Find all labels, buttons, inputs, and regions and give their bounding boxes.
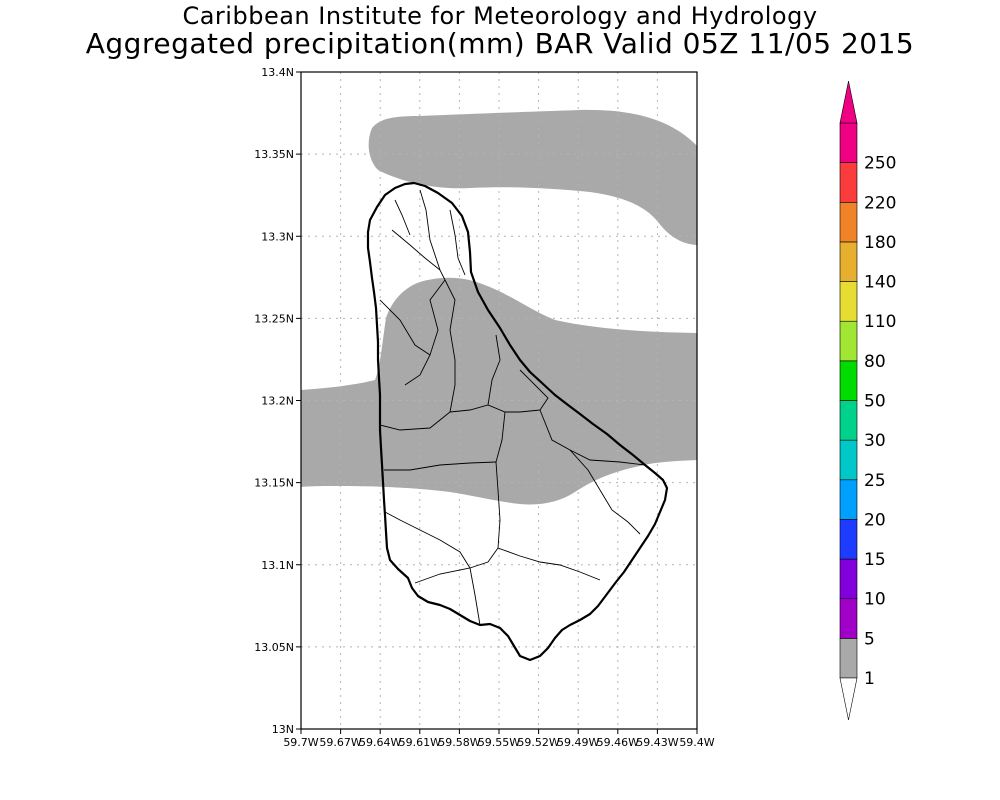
- colorbar-label: 30: [864, 431, 886, 451]
- lon-tick-label: 59.67W: [319, 736, 361, 749]
- colorbar-label: 5: [864, 629, 875, 649]
- colorbar-label: 220: [864, 193, 896, 213]
- colorbar-label: 20: [864, 510, 886, 530]
- colorbar-label: 140: [864, 273, 896, 293]
- lat-tick-label: 13N: [272, 723, 294, 736]
- colorbar-upper-arrow: [839, 80, 858, 124]
- colorbar-label: 1: [864, 669, 875, 689]
- lon-tick-label: 59.4W: [679, 736, 714, 749]
- barbados-island: [366, 181, 669, 662]
- latitude-axis: 13.4N 13.35N 13.3N 13.25N 13.2N 13.15N 13.1N 13…: [254, 66, 301, 736]
- colorbar-segment: [839, 122, 858, 163]
- colorbar-label: 25: [864, 471, 886, 491]
- lat-tick-label: 13.15N: [254, 477, 294, 490]
- colorbar-segment: [839, 281, 858, 322]
- lat-tick-label: 13.4N: [261, 66, 294, 79]
- colorbar-segment: [839, 638, 858, 679]
- lat-tick-label: 13.3N: [261, 230, 294, 243]
- colorbar-label: 250: [864, 154, 896, 174]
- colorbar-lower-arrow: [839, 677, 858, 721]
- colorbar-segment: [839, 400, 858, 441]
- precip-band-north: [368, 109, 697, 245]
- colorbar-segment: [839, 558, 858, 600]
- colorbar-segment: [839, 479, 858, 520]
- colorbar-segment: [839, 360, 858, 401]
- colorbar-segment: [839, 201, 858, 243]
- lon-tick-label: 59.52W: [517, 736, 559, 749]
- lat-tick-label: 13.05N: [254, 641, 294, 654]
- colorbar-label: 15: [864, 550, 886, 570]
- colorbar-label: 180: [864, 233, 896, 253]
- colorbar-segment: [839, 519, 858, 560]
- colorbar-segment: [839, 241, 858, 282]
- lon-tick-label: 59.49W: [557, 736, 599, 749]
- lat-tick-label: 13.1N: [261, 559, 294, 572]
- lon-tick-label: 59.58W: [438, 736, 480, 749]
- lon-tick-label: 59.55W: [478, 736, 520, 749]
- parish-boundaries: [379, 189, 646, 626]
- title-line-1: Caribbean Institute for Meteorology and …: [182, 2, 818, 30]
- lon-tick-label: 59.64W: [359, 736, 401, 749]
- colorbar-segment: [839, 162, 858, 203]
- title-line-2: Aggregated precipitation(mm) BAR Valid 0…: [85, 27, 915, 60]
- colorbar-segment: [839, 320, 858, 362]
- colorbar-label: 110: [864, 312, 896, 332]
- colorbar-label: 80: [864, 352, 886, 372]
- lon-tick-label: 59.46W: [597, 736, 639, 749]
- lon-tick-label: 59.7W: [283, 736, 318, 749]
- precipitation-areas: [301, 109, 697, 505]
- coastline: [366, 181, 669, 662]
- lon-tick-label: 59.43W: [636, 736, 678, 749]
- lat-tick-label: 13.2N: [261, 395, 294, 408]
- precip-band-central: [301, 277, 697, 505]
- colorbar-label: 10: [864, 590, 886, 610]
- lon-tick-label: 59.61W: [399, 736, 441, 749]
- lat-tick-label: 13.35N: [254, 148, 294, 161]
- colorbar-segment: [839, 598, 858, 639]
- map-gridlines: [301, 72, 697, 729]
- colorbar-label: 50: [864, 392, 886, 412]
- longitude-axis: 59.7W 59.67W59.64W59.61W59.58W59.55W59.52…: [283, 729, 715, 749]
- colorbar-segment: [839, 439, 858, 481]
- lat-tick-label: 13.25N: [254, 312, 294, 325]
